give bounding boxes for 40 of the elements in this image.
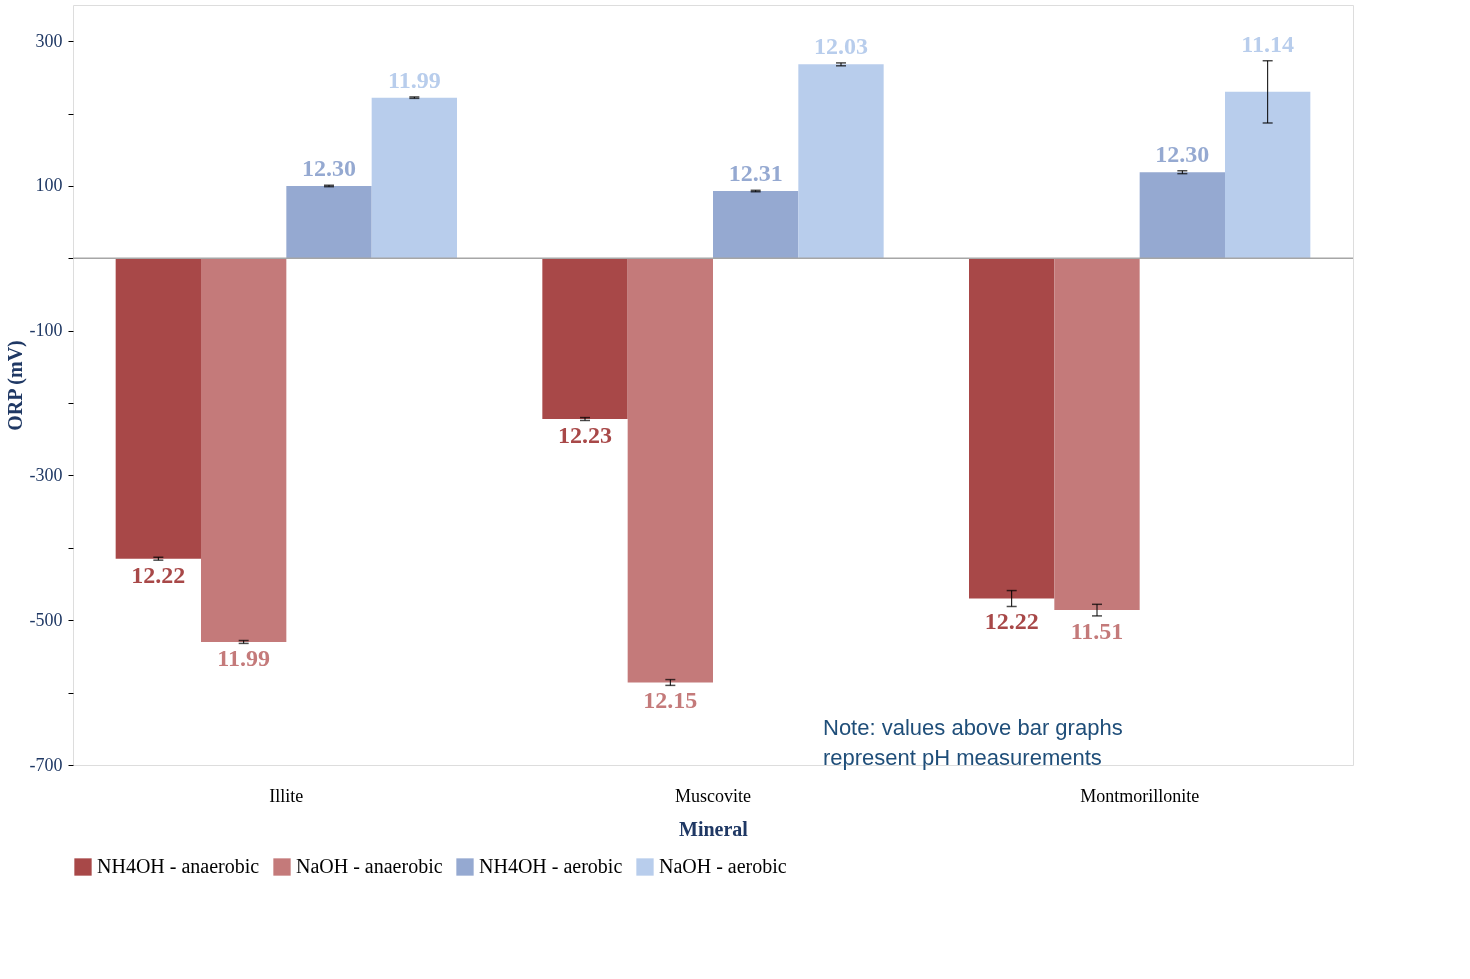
bar (371, 97, 457, 259)
annotation: 11.99 (387, 66, 441, 93)
y-tick-label: 300 (35, 30, 63, 51)
annotation: 11.51 (1070, 617, 1124, 644)
y-tick-label: -100 (29, 320, 63, 341)
x-tick-label: Montmorillonite (1080, 785, 1200, 806)
annotation: 12.15 (643, 687, 698, 714)
y-tick-label: -700 (29, 754, 63, 775)
y-axis-title: ORP (mV) (3, 340, 27, 431)
bar (627, 258, 713, 683)
bar (713, 191, 799, 259)
x-axis-title: Mineral (679, 817, 749, 840)
y-tick-label: -300 (29, 464, 63, 485)
annotation: 12.31 (728, 160, 783, 187)
annotation: 12.30 (302, 155, 356, 182)
bar (201, 258, 287, 642)
bar (115, 258, 201, 559)
bar (969, 258, 1055, 599)
legend-label: NH4OH - aerobic (479, 855, 623, 877)
x-tick-label: Illite (269, 785, 304, 806)
y-tick-label: -500 (29, 609, 63, 630)
annotation: 12.30 (1155, 140, 1210, 167)
legend-label: NaOH - aerobic (659, 855, 787, 877)
annotation: 12.23 (558, 422, 612, 449)
annotation: 12.03 (814, 32, 868, 59)
x-tick-label: Muscovite (675, 785, 751, 806)
annotation: 11.14 (1241, 30, 1295, 57)
bar (1139, 172, 1225, 259)
annotation: 11.99 (217, 645, 271, 672)
annotation: Note: values above bar graphs represent pH measurements (823, 715, 1123, 770)
legend-label: NaOH - anaerobic (296, 855, 443, 877)
annotation: 12.22 (984, 608, 1039, 635)
y-tick-label: 100 (35, 175, 63, 196)
legend-label: NH4OH - anaerobic (97, 855, 260, 877)
annotation: 12.22 (131, 562, 186, 589)
bar (542, 258, 628, 420)
bar (286, 185, 372, 259)
bar (1225, 91, 1311, 259)
bar (1054, 258, 1140, 611)
bar (798, 64, 884, 259)
